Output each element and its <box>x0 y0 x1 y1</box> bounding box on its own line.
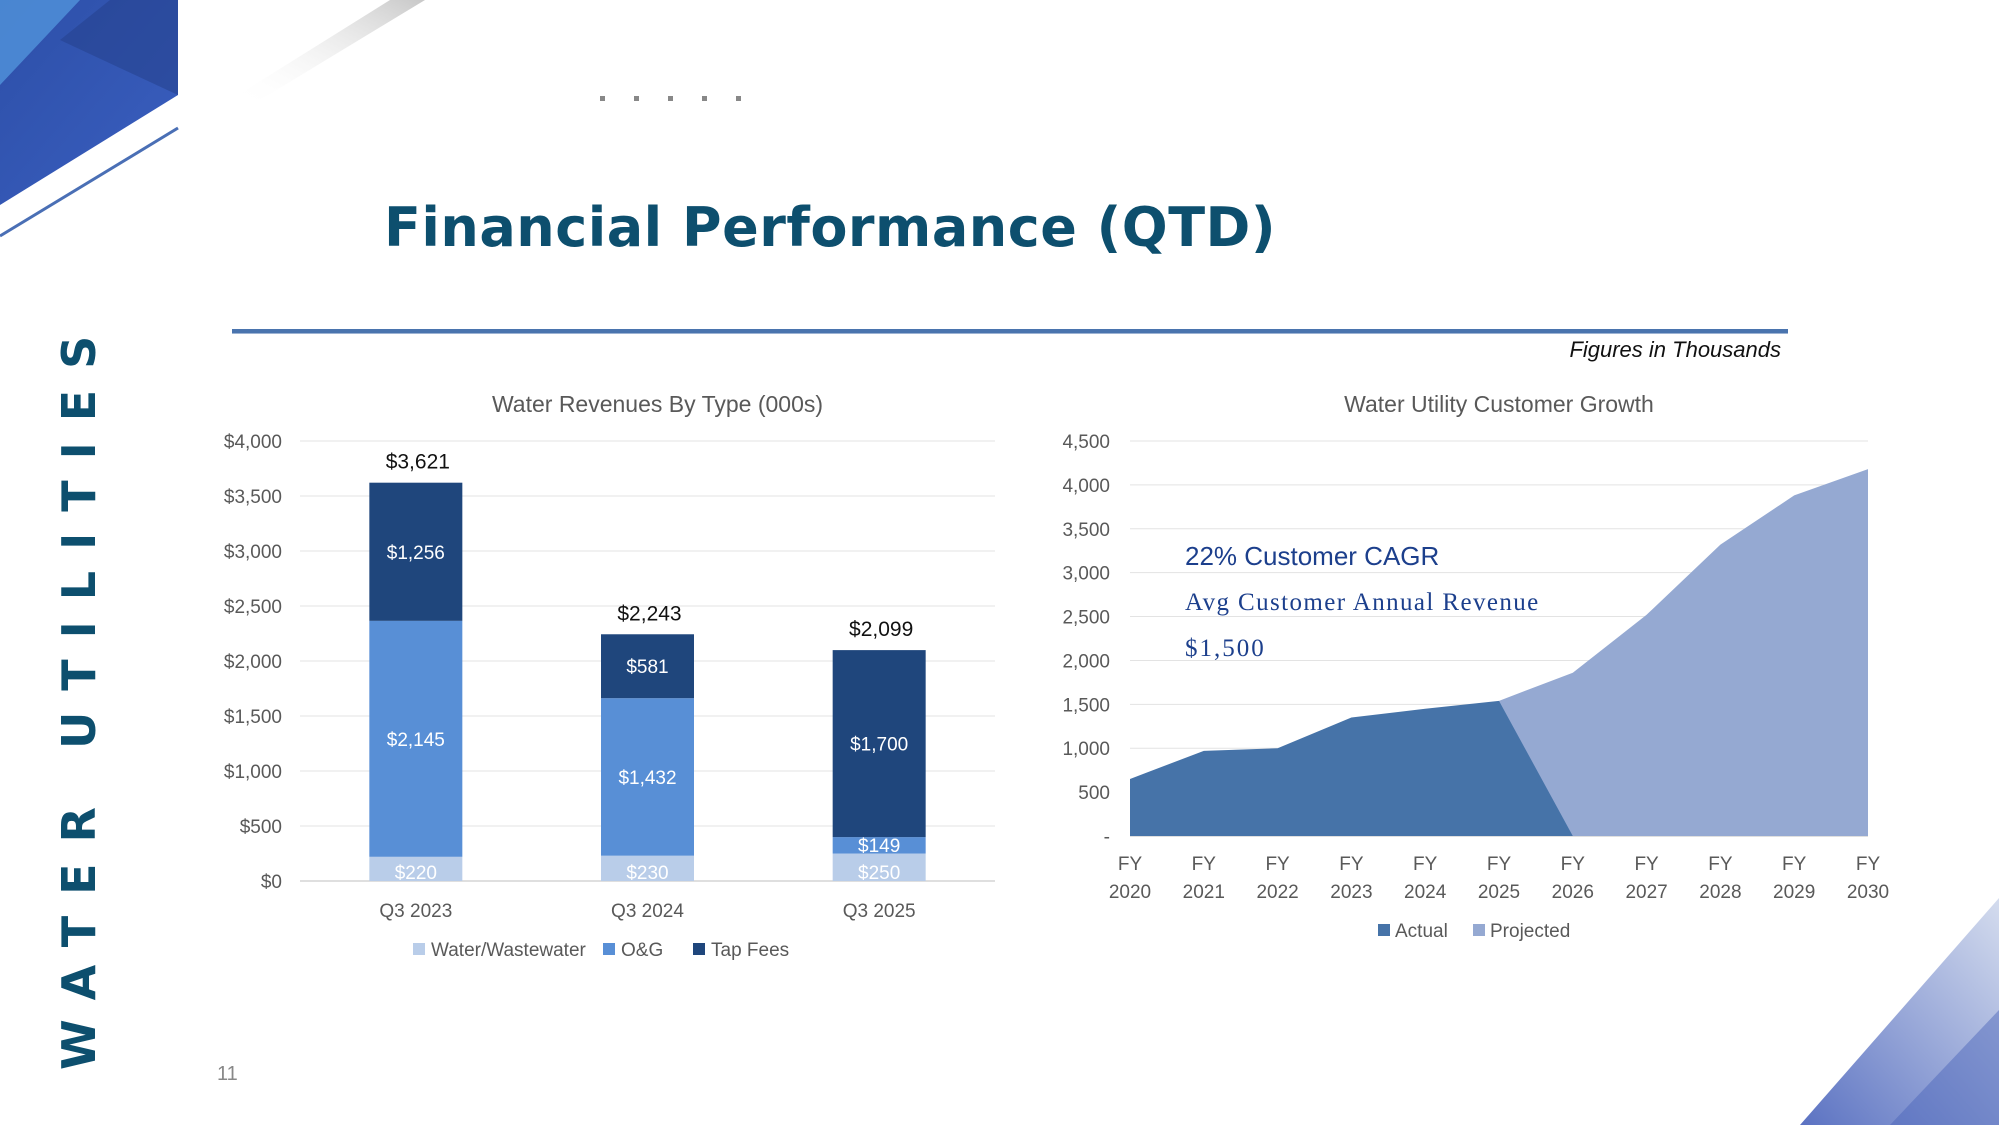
bar-value-label: $250 <box>858 863 900 884</box>
bar-value-label: $230 <box>626 863 668 884</box>
y-tick-label: 500 <box>1078 783 1110 804</box>
legend-label: Actual <box>1395 921 1448 942</box>
y-tick-label: $500 <box>240 817 282 838</box>
y-tick-label: $2,500 <box>224 597 282 618</box>
bar-segment <box>832 837 926 854</box>
title-divider <box>232 329 1788 334</box>
bar-total-label: $3,621 <box>386 451 450 474</box>
y-tick-label: 2,500 <box>1062 608 1110 629</box>
x-tick-label: Q3 2023 <box>379 901 452 922</box>
bar-segment <box>601 855 694 881</box>
bar-value-label: $1,256 <box>387 543 445 564</box>
x-tick-label: FY 2020 <box>1109 854 1151 903</box>
x-tick-label: FY 2023 <box>1330 854 1372 903</box>
legend-swatch <box>1378 924 1390 936</box>
x-tick-label: Q3 2024 <box>611 901 684 922</box>
x-tick-label: FY 2027 <box>1625 854 1667 903</box>
dots-decoration <box>600 88 770 106</box>
chart-title: Water Revenues By Type (000s) <box>492 391 823 417</box>
y-tick-label: $3,000 <box>224 542 282 563</box>
avg-revenue-value: $1,500 <box>1185 635 1266 662</box>
area-series-actual <box>1130 700 1573 836</box>
bar-value-label: $220 <box>395 863 437 884</box>
streak-decoration <box>230 0 425 100</box>
legend-label: Water/Wastewater <box>431 940 587 961</box>
y-tick-label: $3,500 <box>224 487 282 508</box>
x-tick-label: FY 2021 <box>1183 854 1225 903</box>
water-revenues-chart: Water Revenues By Type (000s) $0 $500 $1,00… <box>224 391 995 961</box>
y-tick-label: 3,500 <box>1062 520 1110 541</box>
y-tick-label: $2,000 <box>224 652 282 673</box>
y-tick-label: 1,500 <box>1062 695 1110 716</box>
y-tick-label: 1,000 <box>1062 739 1110 760</box>
x-tick-label: Q3 2025 <box>843 901 916 922</box>
bar-segment <box>601 634 694 699</box>
y-tick-label: $4,000 <box>224 432 282 453</box>
x-tick-label: FY 2022 <box>1256 854 1298 903</box>
cagr-callout: 22% Customer CAGR <box>1185 541 1440 571</box>
x-tick-label: FY 2024 <box>1404 854 1447 903</box>
bar-segment <box>369 856 463 881</box>
customer-growth-chart: Water Utility Customer Growth - 500 1,000 1,… <box>1062 391 1889 942</box>
x-tick-label: FY 2025 <box>1478 854 1520 903</box>
bar-segment <box>369 620 463 857</box>
y-tick-label: $1,500 <box>224 707 282 728</box>
legend-swatch <box>603 943 615 955</box>
y-tick-label: 2,000 <box>1062 651 1110 672</box>
bar-value-label: $1,700 <box>850 735 908 756</box>
x-tick-label: FY 2026 <box>1552 854 1594 903</box>
page-number: 11 <box>217 1063 238 1085</box>
chart-legend: Actual Projected <box>1378 921 1570 942</box>
area-series-projected <box>1499 469 1868 836</box>
y-tick-label: - <box>1104 827 1110 848</box>
y-tick-label: 3,000 <box>1062 564 1110 585</box>
bar-value-label: $581 <box>626 657 668 678</box>
bar-value-label: $2,145 <box>387 730 445 751</box>
chart-legend: Water/Wastewater O&G Tap Fees <box>413 940 789 961</box>
corner-decoration-top-left <box>0 0 179 238</box>
side-label: WATER UTILITIES <box>52 314 106 1070</box>
legend-label: Tap Fees <box>711 940 789 961</box>
bar-value-label: $149 <box>858 836 900 857</box>
bar-value-label: $1,432 <box>618 768 676 789</box>
avg-revenue-label: Avg Customer Annual Revenue <box>1185 589 1540 616</box>
page-title: Financial Performance (QTD) <box>384 196 1277 259</box>
legend-swatch <box>693 943 705 955</box>
x-tick-label: FY 2030 <box>1847 854 1889 903</box>
bar-segment <box>832 650 926 838</box>
y-tick-label: 4,500 <box>1062 432 1110 453</box>
figures-note: Figures in Thousands <box>1569 337 1781 362</box>
bar-segment <box>832 853 926 881</box>
y-tick-label: $0 <box>261 872 282 893</box>
bar-segment <box>601 698 694 856</box>
bar-total-label: $2,099 <box>849 618 913 641</box>
legend-label: O&G <box>621 940 663 961</box>
y-tick-label: 4,000 <box>1062 476 1110 497</box>
corner-decoration-bottom-right <box>1800 898 1999 1125</box>
x-tick-label: FY 2029 <box>1773 854 1815 903</box>
legend-swatch <box>1473 924 1485 936</box>
bar-segment <box>369 482 463 621</box>
legend-label: Projected <box>1490 921 1570 942</box>
y-tick-label: $1,000 <box>224 762 282 783</box>
x-tick-label: FY 2028 <box>1699 854 1741 903</box>
chart-title: Water Utility Customer Growth <box>1344 391 1654 417</box>
bar-total-label: $2,243 <box>617 602 681 625</box>
legend-swatch <box>413 943 425 955</box>
